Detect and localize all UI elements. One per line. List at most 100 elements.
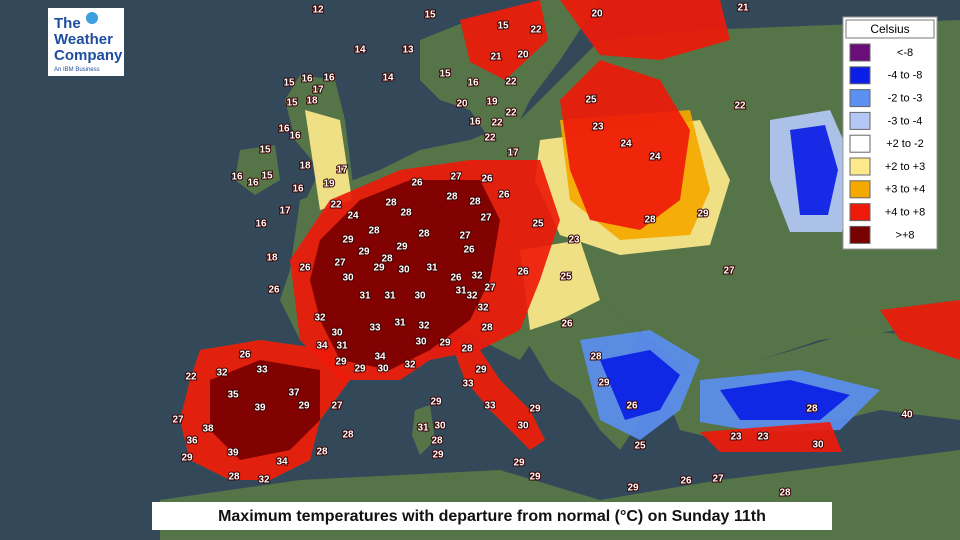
temperature-label: 31 (417, 423, 429, 434)
temperature-label: 26 (561, 319, 573, 330)
temperature-label: 27 (484, 283, 496, 294)
temperature-label: 29 (475, 365, 487, 376)
temperature-label: 33 (484, 401, 496, 412)
temperature-label: 29 (430, 397, 442, 408)
temperature-label: 23 (730, 432, 742, 443)
temperature-label: 28 (446, 192, 458, 203)
anomaly-area (600, 350, 680, 420)
logo-line: Company (54, 47, 123, 64)
temperature-label: 15 (286, 98, 298, 109)
temperature-label: 32 (418, 321, 430, 332)
temperature-label: 26 (517, 267, 529, 278)
temperature-label: 28 (644, 215, 656, 226)
temperature-label: 25 (560, 272, 572, 283)
temperature-label: 29 (335, 357, 347, 368)
legend-swatch (849, 157, 871, 176)
temperature-label: 24 (620, 139, 632, 150)
legend-label: +4 to +8 (885, 207, 925, 219)
temperature-label: 28 (400, 208, 412, 219)
temperature-label: 28 (779, 488, 791, 499)
legend-swatch (849, 134, 871, 153)
temperature-label: 25 (585, 95, 597, 106)
temperature-label: 37 (288, 388, 300, 399)
temperature-label: 27 (480, 213, 492, 224)
temperature-label: 30 (434, 421, 446, 432)
temperature-label: 38 (202, 424, 214, 435)
temperature-label: 28 (381, 254, 393, 265)
temperature-label: 22 (530, 25, 542, 36)
temperature-label: 28 (228, 472, 240, 483)
temperature-label: 26 (450, 273, 462, 284)
temperature-label: 26 (463, 245, 475, 256)
temperature-label: 18 (299, 161, 311, 172)
legend-swatch (849, 180, 871, 199)
temperature-label: 26 (481, 174, 493, 185)
temperature-label: 29 (396, 242, 408, 253)
temperature-label: 16 (301, 74, 313, 85)
temperature-label: 18 (306, 96, 318, 107)
temperature-label: 31 (359, 291, 371, 302)
temperature-label: 29 (354, 364, 366, 375)
temperature-label: 15 (424, 10, 436, 21)
legend-swatch (849, 111, 871, 130)
legend-label: +3 to +4 (885, 184, 925, 196)
temperature-label: 27 (172, 415, 184, 426)
temperature-label: 24 (347, 211, 359, 222)
temperature-label: 29 (373, 263, 385, 274)
temperature-label: 21 (490, 52, 502, 63)
temperature-label: 17 (312, 85, 324, 96)
temperature-label: 29 (439, 338, 451, 349)
temperature-label: 20 (591, 9, 603, 20)
anomaly-area (700, 422, 842, 452)
temperature-label: 29 (181, 453, 193, 464)
temperature-label: 17 (507, 148, 519, 159)
temperature-label: 26 (239, 350, 251, 361)
anomaly-area (720, 380, 850, 420)
temperature-label: 26 (626, 401, 638, 412)
temperature-label: 28 (469, 197, 481, 208)
temperature-label: 26 (411, 178, 423, 189)
legend-swatch (849, 66, 871, 85)
temperature-label: 27 (334, 258, 346, 269)
temperature-label: 31 (384, 291, 396, 302)
caption-box (152, 502, 832, 530)
temperature-label: 21 (737, 3, 749, 14)
temperature-label: 25 (634, 441, 646, 452)
legend-swatch (849, 225, 871, 244)
temperature-label: 23 (568, 235, 580, 246)
temperature-label: 29 (298, 401, 310, 412)
legend-label: <-8 (897, 47, 913, 59)
temperature-label: 16 (278, 124, 290, 135)
temperature-label: 32 (477, 303, 489, 314)
temperature-label: 13 (402, 45, 414, 56)
caption: Maximum temperatures with departure from… (218, 508, 766, 525)
temperature-label: 16 (323, 73, 335, 84)
legend-label: +2 to -2 (886, 138, 924, 150)
temperature-label: 22 (185, 372, 197, 383)
temperature-label: 15 (497, 21, 509, 32)
temperature-label: 26 (268, 285, 280, 296)
temperature-label: 22 (505, 77, 517, 88)
temperature-label: 30 (812, 440, 824, 451)
temperature-label: 22 (330, 200, 342, 211)
temperature-label: 22 (734, 101, 746, 112)
anomaly-area (210, 360, 320, 460)
legend: <-8 -4 to -8 -2 to -3 -3 to -4 +2 to -2 +2 to… (849, 43, 925, 244)
temperature-label: 28 (481, 323, 493, 334)
temperature-label: 28 (342, 430, 354, 441)
temperature-label: 39 (254, 403, 266, 414)
temperature-label: 29 (697, 209, 709, 220)
temperature-label: 29 (358, 247, 370, 258)
temperature-label: 23 (757, 432, 769, 443)
anomaly-area (560, 60, 690, 230)
legend-swatch (849, 203, 871, 222)
temperature-label: 27 (331, 401, 343, 412)
temperature-label: 30 (398, 265, 410, 276)
temperature-label: 26 (299, 263, 311, 274)
temperature-label: 32 (314, 313, 326, 324)
anomaly-area (310, 180, 500, 370)
temperature-label: 31 (426, 263, 438, 274)
temperature-label: 17 (336, 165, 348, 176)
temperature-label: 20 (456, 99, 468, 110)
